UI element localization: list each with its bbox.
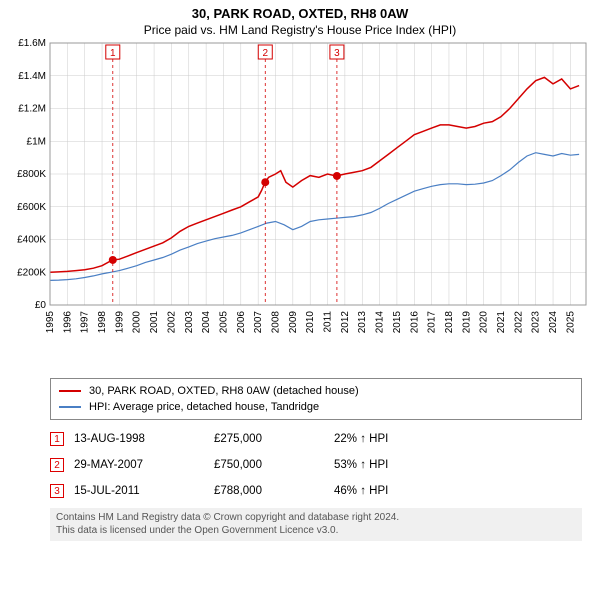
titles-block: 30, PARK ROAD, OXTED, RH8 0AW Price paid… — [8, 6, 592, 37]
x-tick-label: 1996 — [62, 311, 73, 334]
x-tick-label: 2007 — [253, 311, 264, 334]
x-tick-label: 2005 — [218, 311, 229, 334]
legend: 30, PARK ROAD, OXTED, RH8 0AW (detached … — [50, 378, 582, 420]
y-tick-label: £1.6M — [18, 38, 46, 49]
x-tick-label: 1999 — [114, 311, 125, 334]
y-tick-label: £1M — [27, 136, 46, 147]
page-subtitle: Price paid vs. HM Land Registry's House … — [8, 23, 592, 37]
event-marker-3: 3 — [50, 484, 64, 498]
x-tick-label: 2002 — [166, 311, 177, 334]
attribution-line1: Contains HM Land Registry data © Crown c… — [56, 512, 576, 525]
event-date: 15-JUL-2011 — [74, 485, 214, 497]
attribution-line2: This data is licensed under the Open Gov… — [56, 525, 576, 538]
x-tick-label: 2023 — [531, 311, 542, 334]
x-tick-label: 2018 — [444, 311, 455, 334]
x-tick-label: 2011 — [323, 311, 334, 333]
x-tick-label: 2006 — [236, 311, 247, 334]
legend-swatch — [59, 406, 81, 408]
event-marker-num-3: 3 — [334, 48, 340, 59]
x-tick-label: 2021 — [496, 311, 507, 334]
attribution: Contains HM Land Registry data © Crown c… — [50, 508, 582, 541]
legend-label: HPI: Average price, detached house, Tand… — [89, 401, 319, 413]
x-tick-label: 2010 — [305, 311, 316, 334]
event-dot-3 — [333, 172, 341, 180]
event-row: 1 13-AUG-1998£275,00022% ↑ HPI — [50, 426, 582, 452]
price-chart: £0 £200K £400K £600K £800K £1M £1.2M £1.4M £1.6M… — [8, 37, 592, 367]
x-tick-label: 2004 — [201, 311, 212, 334]
x-tick-label: 2009 — [288, 311, 299, 334]
y-tick-label: £1.4M — [18, 71, 46, 82]
event-marker-num-1: 1 — [110, 48, 116, 59]
x-tick-label: 2016 — [409, 311, 420, 334]
x-tick-label: 2024 — [548, 311, 559, 334]
event-dot-2 — [261, 178, 269, 186]
event-dot-1 — [109, 256, 117, 264]
legend-swatch — [59, 390, 81, 392]
event-price: £275,000 — [214, 433, 334, 445]
x-tick-label: 2008 — [271, 311, 282, 334]
y-tick-label: £1.2M — [18, 104, 46, 115]
x-tick-label: 1995 — [45, 311, 56, 334]
x-tick-label: 2019 — [461, 311, 472, 334]
x-tick-label: 2017 — [427, 311, 438, 334]
event-row: 2 29-MAY-2007£750,00053% ↑ HPI — [50, 452, 582, 478]
event-price: £788,000 — [214, 485, 334, 497]
y-tick-label: £200K — [17, 267, 46, 278]
x-tick-label: 2014 — [375, 311, 386, 334]
x-tick-label: 2001 — [149, 311, 160, 334]
page-title: 30, PARK ROAD, OXTED, RH8 0AW — [8, 6, 592, 21]
event-marker-1: 1 — [50, 432, 64, 446]
x-tick-label: 1997 — [80, 311, 91, 334]
event-delta: 22% ↑ HPI — [334, 433, 582, 445]
legend-label: 30, PARK ROAD, OXTED, RH8 0AW (detached … — [89, 385, 359, 397]
events-table: 1 13-AUG-1998£275,00022% ↑ HPI 2 29-MAY-200… — [50, 426, 582, 504]
x-tick-label: 2000 — [132, 311, 143, 334]
event-marker-2: 2 — [50, 458, 64, 472]
y-tick-label: £600K — [17, 202, 46, 213]
chart-area: £0 £200K £400K £600K £800K £1M £1.2M £1.4M £1.6M… — [8, 37, 592, 372]
chart-page: 30, PARK ROAD, OXTED, RH8 0AW Price paid… — [0, 0, 600, 590]
event-date: 13-AUG-1998 — [74, 433, 214, 445]
legend-row: HPI: Average price, detached house, Tand… — [59, 399, 573, 415]
x-tick-label: 2025 — [565, 311, 576, 334]
x-tick-label: 2022 — [513, 311, 524, 334]
event-delta: 53% ↑ HPI — [334, 459, 582, 471]
event-marker-num-2: 2 — [262, 48, 268, 59]
x-tick-label: 1998 — [97, 311, 108, 334]
x-tick-label: 2012 — [340, 311, 351, 334]
legend-row: 30, PARK ROAD, OXTED, RH8 0AW (detached … — [59, 383, 573, 399]
y-tick-label: £400K — [17, 235, 46, 246]
event-row: 3 15-JUL-2011£788,00046% ↑ HPI — [50, 478, 582, 504]
event-date: 29-MAY-2007 — [74, 459, 214, 471]
x-tick-label: 2013 — [357, 311, 368, 334]
x-tick-label: 2003 — [184, 311, 195, 334]
x-tick-label: 2015 — [392, 311, 403, 334]
y-tick-label: £0 — [35, 300, 47, 311]
y-tick-label: £800K — [17, 169, 46, 180]
x-tick-label: 2020 — [479, 311, 490, 334]
event-delta: 46% ↑ HPI — [334, 485, 582, 497]
event-price: £750,000 — [214, 459, 334, 471]
